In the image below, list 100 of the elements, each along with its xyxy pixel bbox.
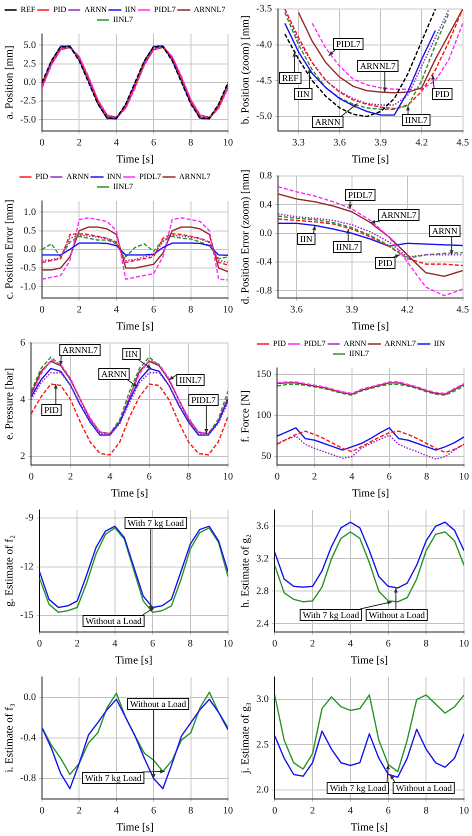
y-tick-label: 5.0 [24,40,36,51]
y-tick-label: -0.8 [256,285,272,296]
y-tick-label: 0.4 [260,199,272,210]
y-tick-label: 50 [261,451,272,462]
x-tick-label: 10 [459,638,469,650]
x-tick-label: 0 [28,471,34,482]
x-axis-title: Time [s] [116,153,154,166]
y-tick-label: 2.8 [256,586,269,597]
annotation: With 7 kg Load [128,518,184,528]
x-tick-label: 0 [37,638,42,650]
y-tick-label: 2 [20,450,26,462]
y-tick-label: 1.0 [24,206,36,218]
y-tick-label: -2.5 [20,96,36,107]
y-tick-label: 0.0 [24,77,36,88]
x-tick-label: 6 [146,471,152,482]
x-tick-label: 2 [76,805,82,816]
x-tick-label: 2 [68,471,74,482]
x-tick-label: 2 [76,304,82,316]
y-tick-label: 4 [20,394,26,406]
x-tick-label: 6 [151,137,156,148]
legend-label: PIDL7 [139,172,162,182]
legend-label: IINL7 [349,349,370,358]
annotation: With 7 kg Load [85,772,142,783]
legend-label: PIDL7 [154,5,176,14]
x-tick-label: 6 [150,638,156,650]
y-tick-label: -0.4 [256,256,272,268]
annotation: REF [282,72,299,83]
x-tick-label: 10 [223,471,233,482]
legend-label: IIN [434,339,446,348]
annotation: With 7 kg Load [330,782,387,793]
x-tick-label: 3.6 [333,137,346,148]
x-tick-label: 6 [386,471,392,482]
legend-label: ARNNL7 [194,5,226,14]
x-tick-label: 0 [40,805,45,816]
annotation: IIN [125,348,138,359]
y-tick-label: -0.8 [20,773,36,784]
x-tick-label: 4 [348,638,353,650]
annotation: PIDL7 [336,38,362,49]
x-tick-label: 2 [310,638,316,650]
x-tick-label: 10 [223,137,233,148]
x-tick-label: 0 [40,137,45,148]
x-tick-label: 4.2 [415,137,428,148]
annotation: ARNN [101,368,128,379]
y-axis-title: c. Position Error [mm] [3,200,16,300]
annotation: ARNNL7 [381,210,418,220]
x-tick-label: 3.9 [374,137,387,148]
x-tick-label: 8 [188,638,193,650]
x-tick-label: 6 [151,805,156,816]
y-tick-label: -15 [20,610,34,622]
legend-label: IINL7 [113,182,134,192]
x-tick-label: 4.5 [456,304,469,316]
annotation: ARNN [432,226,458,236]
legend-label: PIDL7 [304,339,326,348]
legend-label: ARNNL7 [179,172,211,182]
y-tick-label: 2.0 [256,784,269,796]
y-tick-label: 0.5 [24,225,36,236]
y-tick-label: -9 [25,512,34,524]
y-axis-title: g. Estimate of f₂ [3,534,16,607]
x-axis-title: Time [s] [350,654,388,666]
y-tick-label: -5.0 [256,111,272,122]
y-tick-label: -1.0 [20,281,36,292]
x-tick-label: 0 [272,638,278,650]
x-tick-label: 0 [40,304,45,316]
y-tick-label: 6 [20,338,26,349]
x-tick-label: 10 [223,638,233,650]
y-axis-title: h. Estimate of g₂ [239,534,252,608]
y-tick-label: 3.2 [256,553,269,564]
y-tick-label: 100 [256,410,272,422]
x-tick-label: 0 [274,471,280,482]
legend-label: ARNN [84,5,108,14]
y-tick-label: 0.0 [24,692,36,703]
annotation: ARNNL7 [360,60,396,71]
y-tick-label: 0.0 [260,228,272,239]
y-tick-label: 2.5 [256,739,269,750]
x-tick-label: 4.2 [401,304,414,316]
legend-label: PID [35,172,49,182]
x-tick-label: 4 [112,638,118,650]
x-tick-label: 8 [424,805,429,816]
x-axis-title: Time [s] [352,153,389,166]
annotation: With 7 kg Load [302,610,360,620]
annotation: PID [378,258,394,268]
legend-label: ARNN [66,172,90,182]
annotation: IINL7 [405,114,428,125]
y-tick-label: 150 [256,369,272,380]
x-tick-label: 2 [74,638,80,650]
x-tick-label: 8 [424,638,429,650]
x-tick-label: 2 [312,471,318,482]
legend-label: IINL7 [113,15,134,24]
y-axis-title: b. Position (zoom) [mm] [239,16,252,124]
annotation: IIN [297,88,310,99]
legend-label: IIN [124,5,136,14]
x-tick-label: 10 [459,805,469,816]
x-tick-label: 4.5 [456,137,469,148]
y-tick-label: -12 [20,561,34,572]
y-tick-label: 3.0 [256,694,269,706]
legend-label: INN [107,172,122,182]
x-tick-label: 8 [424,471,430,482]
x-tick-label: 3.3 [292,137,305,148]
x-tick-label: 10 [223,805,233,816]
y-tick-label: 2.5 [24,58,36,70]
